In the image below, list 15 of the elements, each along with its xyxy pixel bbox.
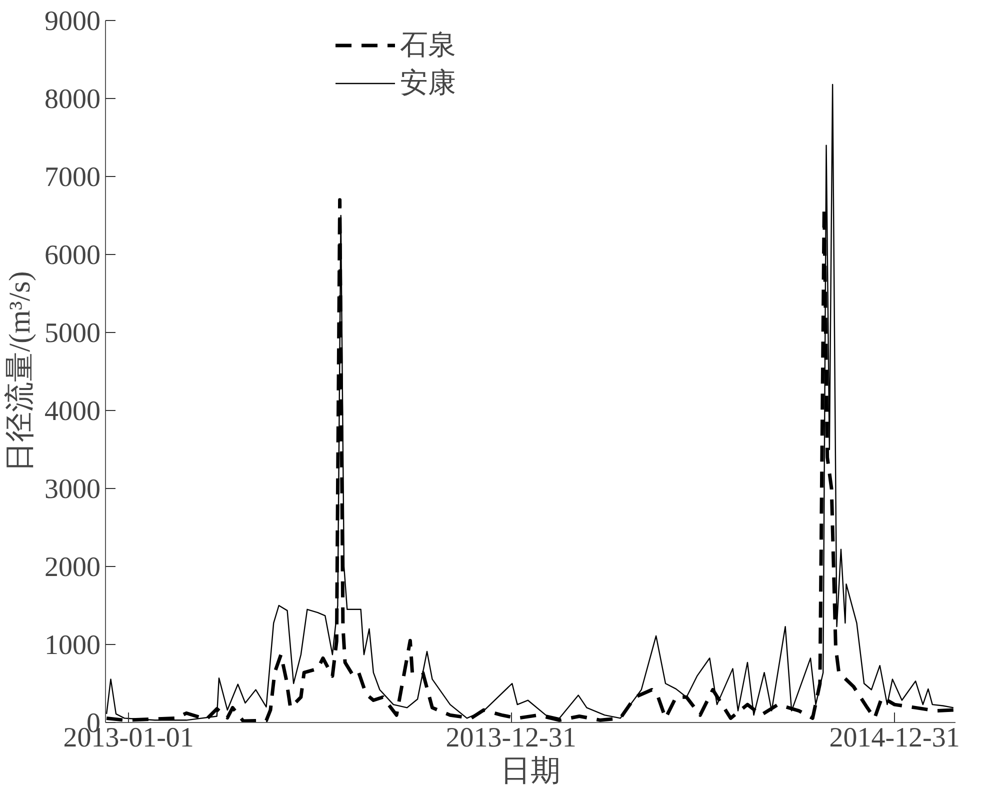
y-tick-label: 3000 — [44, 474, 100, 505]
y-tick-label: 5000 — [44, 318, 100, 349]
x-axis-title: 日期 — [500, 754, 560, 788]
x-tick-label: 2013-12-31 — [446, 722, 576, 754]
y-tick-label: 2000 — [44, 552, 100, 583]
y-tick-label: 7000 — [44, 162, 100, 193]
legend-label: 安康 — [400, 67, 456, 101]
legend-label: 石泉 — [400, 29, 456, 63]
y-tick-label: 8000 — [44, 84, 100, 115]
y-tick-label: 4000 — [44, 396, 100, 427]
y-tick-label: 6000 — [44, 240, 100, 271]
y-axis-title: 日径流量/(m³/s) — [4, 271, 36, 472]
y-tick-label: 9000 — [44, 6, 100, 37]
x-tick-label: 2014-12-31 — [829, 722, 960, 754]
y-tick-label: 1000 — [44, 630, 100, 661]
